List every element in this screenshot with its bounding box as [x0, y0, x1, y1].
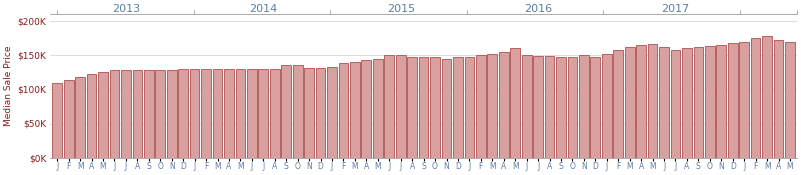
Bar — [648, 44, 658, 158]
Bar — [510, 48, 520, 158]
Bar — [384, 55, 394, 158]
Bar — [763, 36, 772, 158]
Bar — [132, 70, 143, 158]
Bar — [556, 57, 566, 158]
Bar — [521, 55, 532, 158]
Bar — [316, 68, 325, 158]
Bar — [190, 69, 199, 158]
Bar — [259, 69, 268, 158]
Bar — [373, 59, 383, 158]
Bar — [682, 48, 692, 158]
Bar — [281, 65, 291, 158]
Text: 2015: 2015 — [387, 4, 415, 14]
Y-axis label: Median Sale Price: Median Sale Price — [4, 46, 13, 126]
Bar — [499, 52, 509, 158]
Bar — [224, 69, 234, 158]
Bar — [235, 69, 245, 158]
Bar — [121, 70, 131, 158]
Bar — [670, 50, 680, 158]
Bar — [327, 67, 337, 158]
Bar — [167, 70, 176, 158]
Bar — [716, 45, 727, 158]
Bar — [144, 69, 154, 158]
Bar — [110, 70, 119, 158]
Text: 2016: 2016 — [524, 4, 552, 14]
Bar — [659, 47, 669, 158]
Bar — [636, 45, 646, 158]
Bar — [751, 38, 760, 158]
Bar — [774, 40, 783, 158]
Bar — [545, 56, 554, 158]
Bar — [694, 47, 703, 158]
Bar — [304, 68, 314, 158]
Bar — [465, 57, 474, 158]
Bar — [407, 57, 417, 158]
Bar — [64, 80, 74, 158]
Bar — [339, 63, 348, 158]
Bar — [453, 57, 463, 158]
Bar — [293, 65, 303, 158]
Bar — [728, 43, 738, 158]
Bar — [270, 69, 280, 158]
Bar — [602, 54, 612, 158]
Bar — [625, 47, 634, 158]
Bar — [590, 57, 600, 158]
Bar — [350, 62, 360, 158]
Bar — [396, 55, 405, 158]
Bar — [568, 57, 578, 158]
Bar — [87, 74, 96, 158]
Text: 2014: 2014 — [249, 4, 277, 14]
Bar — [705, 46, 714, 158]
Bar — [488, 54, 497, 158]
Bar — [75, 77, 85, 158]
Bar — [99, 72, 108, 158]
Bar — [614, 50, 623, 158]
Bar — [533, 56, 543, 158]
Bar — [579, 55, 589, 158]
Text: 2013: 2013 — [112, 4, 140, 14]
Bar — [476, 55, 485, 158]
Bar — [201, 69, 211, 158]
Bar — [52, 82, 62, 158]
Bar — [419, 57, 429, 158]
Bar — [361, 60, 371, 158]
Bar — [212, 69, 223, 158]
Bar — [155, 69, 165, 158]
Text: 2017: 2017 — [662, 4, 690, 14]
Bar — [739, 41, 749, 158]
Bar — [441, 59, 452, 158]
Bar — [179, 69, 188, 158]
Bar — [785, 41, 795, 158]
Bar — [430, 57, 440, 158]
Bar — [247, 69, 257, 158]
